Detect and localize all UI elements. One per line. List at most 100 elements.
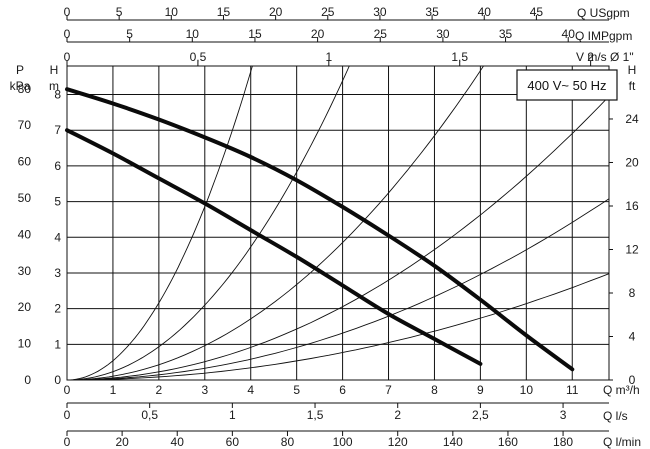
flow-usgpm-tick-label: 30 [373, 5, 387, 19]
flow-impgpm-tick-label: 5 [126, 27, 133, 41]
tick-label-pressure-kpa: 70 [18, 118, 32, 132]
system-curve [67, 273, 610, 381]
tick-label-head-m: 6 [54, 159, 61, 173]
flow-ls-tick-label: 0 [64, 408, 71, 422]
pump-curve [65, 87, 575, 372]
flow-ls-tick-label: 3 [560, 408, 567, 422]
tick-label-flow-m3h: 6 [339, 383, 346, 397]
flow-usgpm-tick-label: 25 [321, 5, 335, 19]
flow-impgpm-tick-label: 30 [436, 27, 450, 41]
tick-label-flow-m3h: 0 [64, 383, 71, 397]
tick-label-flow-m3h: 2 [156, 383, 163, 397]
tick-label-pressure-kpa: 10 [18, 337, 32, 351]
pump-curve [65, 128, 483, 366]
velocity-tick-label: 1 [325, 50, 332, 64]
velocity-tick-label: 0 [64, 50, 71, 64]
tick-label-head-m: 7 [54, 123, 61, 137]
flow-lmin-tick-label: 20 [115, 435, 129, 449]
plot-frame [66, 65, 610, 381]
flow-ls-tick-label: 1 [229, 408, 236, 422]
flow-lmin-tick-label: 0 [64, 435, 71, 449]
velocity-tick-label: 0,5 [190, 50, 207, 64]
system-curve [66, 95, 610, 381]
flow-lmin-tick-label: 180 [553, 435, 573, 449]
tick-label-pressure-kpa: 20 [18, 300, 32, 314]
flow-impgpm-tick-label: 40 [562, 27, 576, 41]
tick-label-head-ft: 16 [625, 199, 639, 213]
tick-label-head-m: 3 [54, 266, 61, 280]
tick-label-pressure-kpa: 80 [18, 82, 32, 96]
tick-label-flow-m3h: 9 [477, 383, 484, 397]
flow-impgpm-tick-label: 35 [499, 27, 513, 41]
flow-usgpm-tick-label: 20 [269, 5, 283, 19]
flow-lmin-tick-label: 60 [226, 435, 240, 449]
tick-label-head-m: 0 [54, 373, 61, 387]
system-curve [66, 65, 484, 381]
system-curve [66, 65, 253, 381]
axis-label-head-ft: ft [629, 79, 636, 93]
flow-lmin-tick-label: 40 [171, 435, 185, 449]
flow-lmin-tick-label: 80 [281, 435, 295, 449]
tick-label-head-m: 8 [54, 88, 61, 102]
voltage-badge-box [516, 69, 618, 101]
tick-label-flow-m3h: 5 [293, 383, 300, 397]
tick-label-head-m: 2 [54, 302, 61, 316]
flow-ls-axis-label: Q l/s [603, 409, 628, 423]
flow-impgpm-tick-label: 15 [248, 27, 262, 41]
tick-label-flow-m3h: 3 [201, 383, 208, 397]
axis-label-head-ft: H [628, 63, 637, 77]
flow-usgpm-tick-label: 5 [116, 5, 123, 19]
system-curve [66, 198, 610, 381]
flow-lmin-tick-label: 100 [333, 435, 353, 449]
flow-impgpm-axis-label: Q IMPgpm [575, 29, 632, 43]
tick-label-head-ft: 4 [629, 329, 636, 343]
tick-label-flow-m3h: 10 [520, 383, 534, 397]
tick-label-head-ft: 0 [629, 373, 636, 387]
flow-usgpm-tick-label: 0 [64, 5, 71, 19]
tick-label-head-ft: 24 [625, 112, 639, 126]
tick-label-pressure-kpa: 30 [18, 264, 32, 278]
axis-label-head-m: H [50, 63, 59, 77]
flow-ls-tick-label: 0,5 [141, 408, 158, 422]
voltage-badge: 400 V~ 50 Hz [516, 69, 618, 101]
grid-layer [66, 65, 610, 381]
tick-label-pressure-kpa: 0 [24, 373, 31, 387]
tick-label-head-m: 4 [54, 230, 61, 244]
axes-layer: 012345678Hm01020304050607080PkPa04812162… [10, 5, 641, 449]
system-curves-layer [66, 65, 610, 381]
axis-label-head-m: m [49, 79, 59, 93]
tick-label-flow-m3h: 7 [385, 383, 392, 397]
tick-label-pressure-kpa: 40 [18, 227, 32, 241]
voltage-badge-text: 400 V~ 50 Hz [527, 78, 606, 93]
tick-label-flow-m3h: 1 [110, 383, 117, 397]
flow-impgpm-tick-label: 10 [186, 27, 200, 41]
tick-label-flow-m3h: 11 [566, 383, 579, 397]
tick-label-pressure-kpa: 60 [18, 155, 32, 169]
flow-ls-tick-label: 1,5 [307, 408, 324, 422]
tick-label-pressure-kpa: 50 [18, 191, 32, 205]
tick-label-head-ft: 8 [629, 286, 636, 300]
pump-curves-layer [65, 87, 575, 372]
flow-ls-tick-label: 2 [394, 408, 401, 422]
flow-lmin-tick-label: 140 [443, 435, 463, 449]
flow-usgpm-axis-label: Q USgpm [577, 6, 630, 20]
tick-label-head-ft: 20 [625, 155, 639, 169]
flow-usgpm-tick-label: 15 [217, 5, 231, 19]
velocity-tick-label: 1,5 [451, 50, 468, 64]
tick-label-flow-m3h: 8 [431, 383, 438, 397]
velocity-tick-label: 2 [587, 50, 594, 64]
tick-label-head-m: 1 [54, 337, 61, 351]
tick-label-flow-m3h: 4 [247, 383, 254, 397]
axis-label-flow-m3h: Q m³/h [603, 383, 640, 397]
flow-ls-tick-label: 2,5 [472, 408, 489, 422]
flow-usgpm-tick-label: 40 [478, 5, 492, 19]
flow-usgpm-tick-label: 10 [165, 5, 179, 19]
flow-usgpm-tick-label: 45 [530, 5, 544, 19]
flow-lmin-axis-label: Q l/min [603, 435, 641, 449]
system-curve [66, 65, 350, 381]
velocity-axis-label: V m/s Ø 1" [576, 50, 634, 64]
flow-impgpm-tick-label: 20 [311, 27, 325, 41]
axis-label-pressure-kpa: kPa [10, 79, 31, 93]
flow-usgpm-tick-label: 35 [425, 5, 439, 19]
